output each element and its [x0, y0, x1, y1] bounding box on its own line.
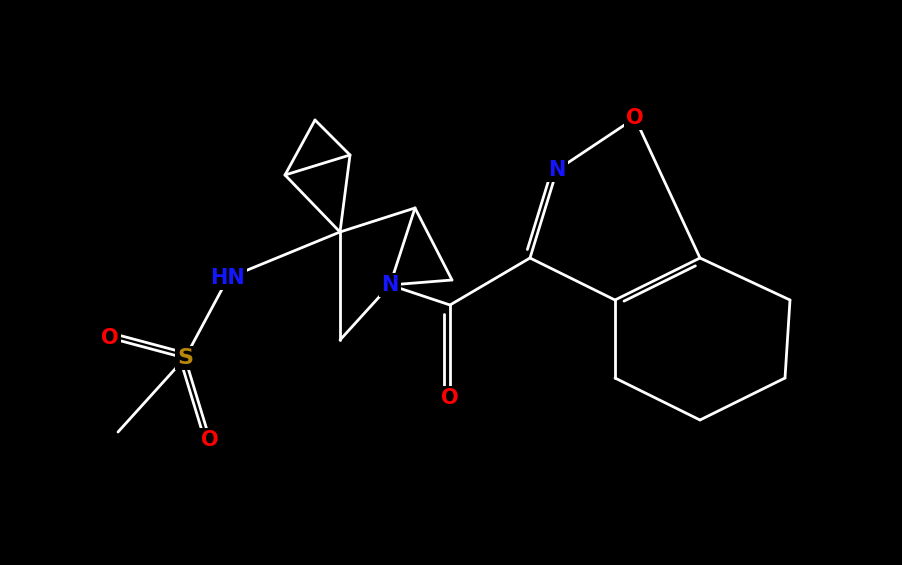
- Text: O: O: [441, 388, 458, 408]
- Text: O: O: [101, 328, 119, 348]
- Text: HN: HN: [210, 268, 245, 288]
- Text: O: O: [201, 430, 218, 450]
- Text: N: N: [381, 275, 399, 295]
- Text: N: N: [548, 160, 565, 180]
- Text: O: O: [625, 108, 643, 128]
- Text: S: S: [177, 348, 193, 368]
